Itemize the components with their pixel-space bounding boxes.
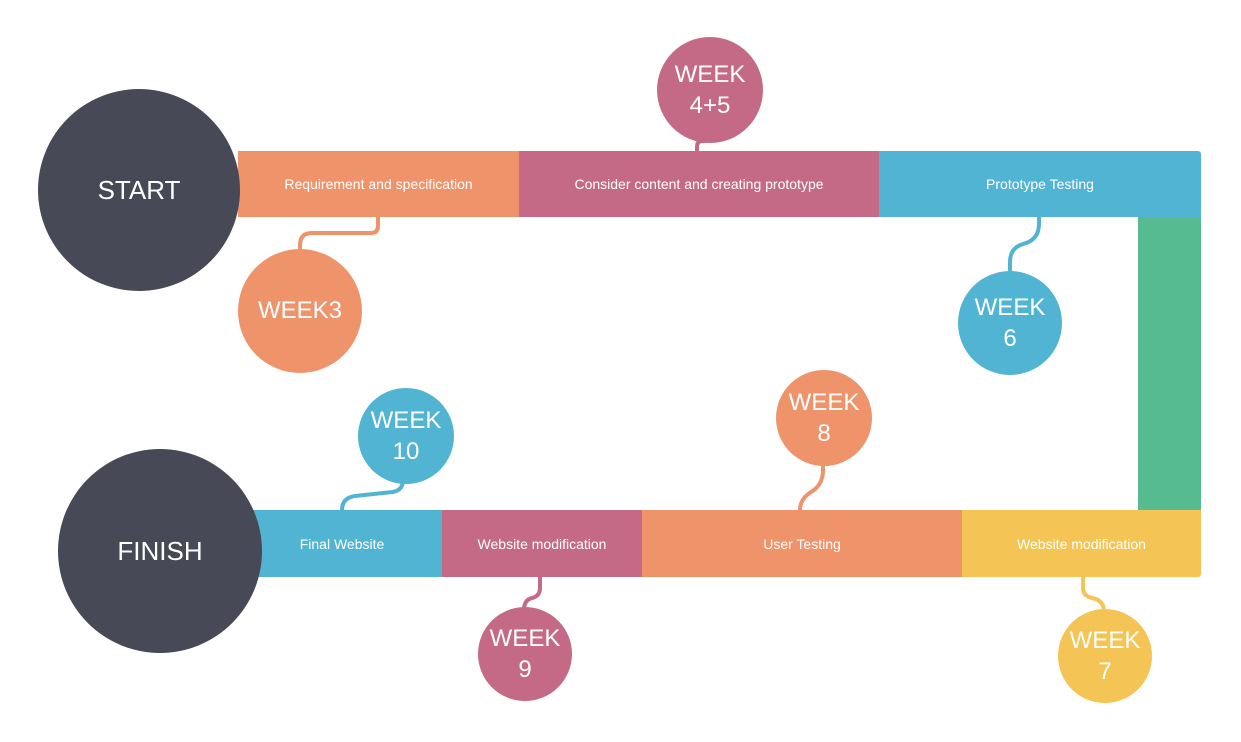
bottom-segment-website-modification-2: Website modification [962, 510, 1201, 577]
vertical-connector-bar [1138, 217, 1201, 510]
finish-label: FINISH [117, 535, 203, 566]
week8-line1: WEEK [788, 388, 860, 416]
segment-label: Prototype Testing [986, 176, 1094, 192]
week9-line2: 9 [518, 656, 532, 683]
finish-node: FINISH [58, 449, 262, 653]
week7-bubble: WEEK 7 [1058, 609, 1152, 703]
top-segment-prototype-testing: Prototype Testing [879, 151, 1201, 217]
bottom-segment-final-website: Final Website [238, 510, 442, 577]
bottom-segment-user-testing: User Testing [642, 510, 962, 577]
connector-week3 [298, 216, 380, 256]
top-segment-prototype-creation: Consider content and creating prototype [519, 151, 879, 217]
connector-week10 [340, 470, 405, 512]
week3-line1: WEEK3 [257, 297, 343, 325]
week7-line1: WEEK [1069, 626, 1141, 654]
start-label: START [97, 174, 181, 205]
week6-line2: 6 [1003, 325, 1017, 352]
week45-line1: WEEK [674, 60, 746, 88]
week10-line1: WEEK [370, 406, 442, 434]
week9-bubble: WEEK 9 [478, 607, 572, 701]
week6-line1: WEEK [974, 293, 1046, 321]
week3-bubble: WEEK3 [238, 249, 362, 373]
week7-line2: 7 [1098, 658, 1112, 685]
connector-week8 [798, 458, 825, 511]
week45-bubble: WEEK 4+5 [657, 37, 763, 143]
segment-label: Final Website [299, 535, 385, 552]
segment-label: Consider content and creating prototype [574, 176, 824, 192]
week8-bubble: WEEK 8 [776, 370, 872, 466]
segment-label: Requirement and specification [284, 176, 473, 192]
week10-line2: 10 [392, 438, 420, 465]
start-node: START [38, 89, 240, 291]
week8-line2: 8 [817, 420, 831, 447]
segment-label: Website modification [477, 535, 607, 552]
week6-bubble: WEEK 6 [958, 271, 1062, 375]
segment-label: Website modification [1017, 535, 1146, 552]
connector-week9 [522, 576, 542, 614]
week10-bubble: WEEK 10 [358, 388, 454, 484]
week9-line1: WEEK [489, 624, 561, 652]
connector-week7 [1081, 576, 1106, 616]
segment-label: User Testing [763, 535, 841, 552]
week45-line2: 4+5 [689, 92, 731, 119]
bottom-segment-website-modification-1: Website modification [442, 510, 642, 577]
connector-week6 [1008, 216, 1041, 278]
top-segment-requirement: Requirement and specification [238, 151, 519, 217]
